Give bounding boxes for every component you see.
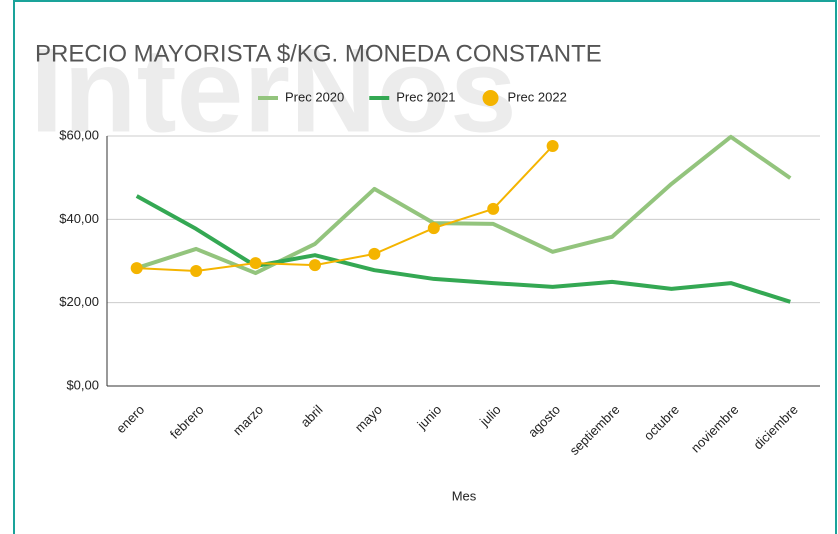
y-tick-label: $20,00 (59, 294, 99, 309)
series-line (136, 145, 554, 272)
series-line (135, 194, 791, 304)
y-tick-label: $60,00 (59, 127, 99, 142)
y-tick-label: $0,00 (66, 377, 99, 392)
point (427, 222, 440, 235)
legend-label: Prec 2022 (508, 89, 567, 104)
point (190, 265, 203, 277)
watermark: InterNos (30, 24, 517, 158)
x-axis-label: Mes (452, 488, 477, 503)
point (249, 257, 262, 270)
chart-border (13, 0, 837, 534)
legend-label: Prec 2021 (396, 89, 455, 104)
point (130, 262, 143, 275)
point (308, 259, 321, 272)
point (546, 140, 559, 152)
point (368, 247, 381, 260)
legend-label: Prec 2020 (285, 89, 344, 104)
legend-marker (482, 90, 499, 106)
y-tick-label: $40,00 (59, 211, 99, 226)
chart-title: PRECIO MAYORISTA $/KG. MONEDA CONSTANTE (35, 40, 602, 67)
series-line (136, 134, 792, 276)
point (487, 202, 500, 215)
